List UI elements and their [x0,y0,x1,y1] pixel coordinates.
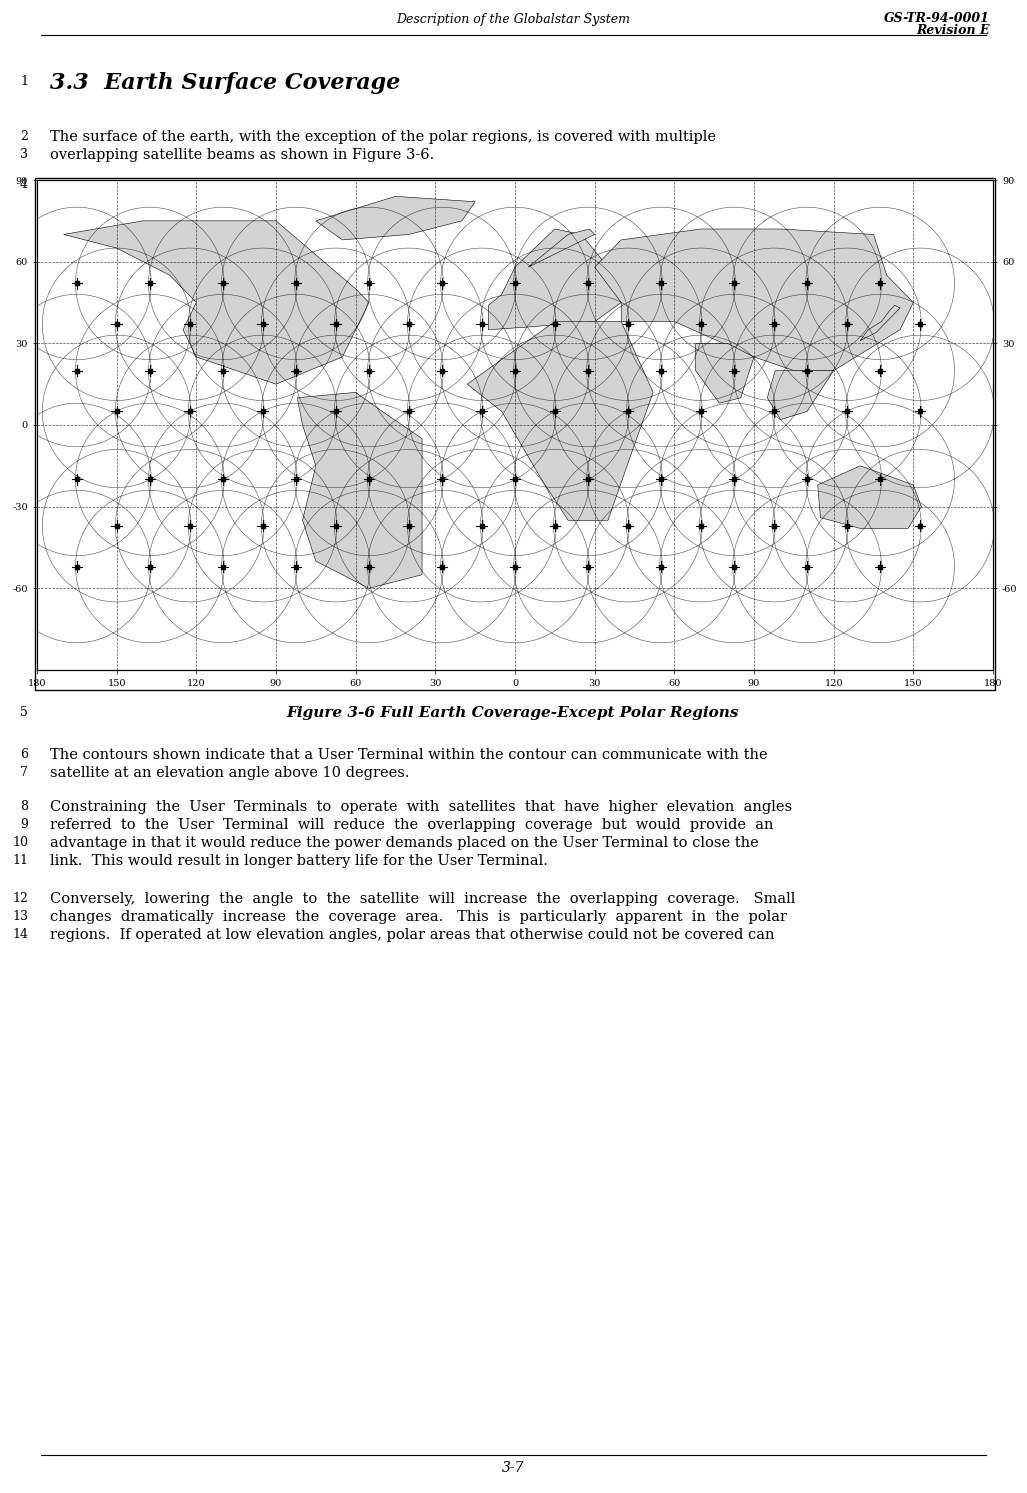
Polygon shape [861,305,900,340]
Polygon shape [695,343,754,403]
Text: advantage in that it would reduce the power demands placed on the User Terminal : advantage in that it would reduce the po… [50,836,759,850]
Text: 11: 11 [12,854,28,867]
Text: 3: 3 [20,148,28,161]
Text: satellite at an elevation angle above 10 degrees.: satellite at an elevation angle above 10… [50,766,410,779]
Text: Figure 3-6 Full Earth Coverage-Except Polar Regions: Figure 3-6 Full Earth Coverage-Except Po… [287,706,739,720]
Polygon shape [467,321,653,520]
Text: 7: 7 [21,766,28,779]
Text: Conversely,  lowering  the  angle  to  the  satellite  will  increase  the  over: Conversely, lowering the angle to the sa… [50,891,795,906]
Text: 12: 12 [12,891,28,905]
Polygon shape [595,228,913,370]
Text: 8: 8 [20,800,28,814]
Text: The contours shown indicate that a User Terminal within the contour can communic: The contours shown indicate that a User … [50,748,767,761]
Text: 2: 2 [21,130,28,143]
Polygon shape [297,393,422,588]
Text: 6: 6 [20,748,28,761]
Text: overlapping satellite beams as shown in Figure 3-6.: overlapping satellite beams as shown in … [50,148,434,163]
Text: 14: 14 [12,929,28,941]
Polygon shape [817,466,921,529]
Text: link.  This would result in longer battery life for the User Terminal.: link. This would result in longer batter… [50,854,547,867]
Bar [35,178,995,690]
Polygon shape [767,370,834,420]
Text: GS-TR-94-0001: GS-TR-94-0001 [884,12,990,24]
Polygon shape [489,228,621,330]
Polygon shape [528,228,595,267]
Text: Description of the Globalstar System: Description of the Globalstar System [396,13,630,27]
Text: 5: 5 [21,706,28,720]
Text: Constraining  the  User  Terminals  to  operate  with  satellites  that  have  h: Constraining the User Terminals to opera… [50,800,792,814]
Polygon shape [316,197,476,240]
Text: regions.  If operated at low elevation angles, polar areas that otherwise could : regions. If operated at low elevation an… [50,929,774,942]
Text: The surface of the earth, with the exception of the polar regions, is covered wi: The surface of the earth, with the excep… [50,130,716,143]
Polygon shape [64,221,369,384]
Text: referred  to  the  User  Terminal  will  reduce  the  overlapping  coverage  but: referred to the User Terminal will reduc… [50,818,773,832]
Text: 13: 13 [12,911,28,923]
Text: 10: 10 [12,836,28,850]
Text: 3-7: 3-7 [502,1462,524,1475]
Text: changes  dramatically  increase  the  coverage  area.   This  is  particularly  : changes dramatically increase the covera… [50,911,787,924]
Text: 3.3  Earth Surface Coverage: 3.3 Earth Surface Coverage [50,72,401,94]
Text: 9: 9 [21,818,28,832]
Text: 4: 4 [20,178,28,191]
Text: Revision E: Revision E [916,24,990,36]
Text: 1: 1 [20,75,28,88]
